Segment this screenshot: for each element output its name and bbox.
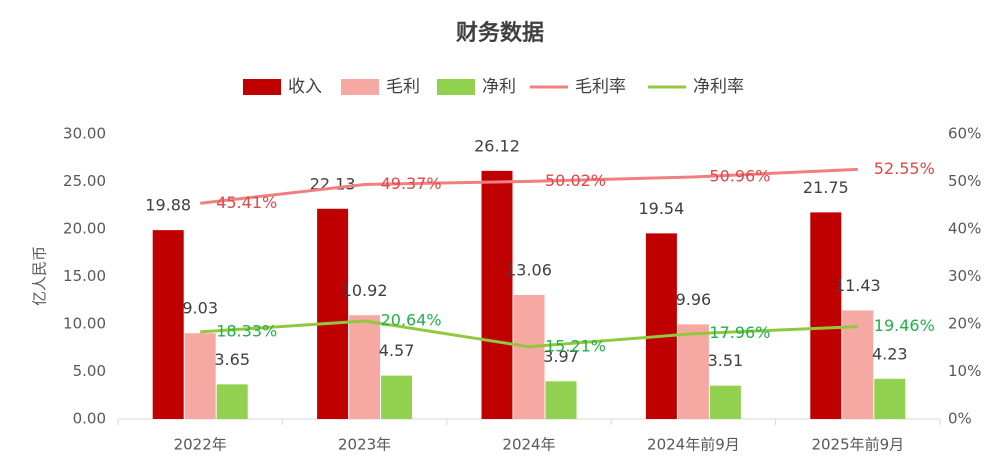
value-label: 50.02% — [545, 171, 606, 190]
bar — [874, 378, 906, 419]
y-tick-label: 10.00 — [63, 315, 106, 333]
x-tick-label: 2024年前9月 — [647, 436, 740, 454]
bar — [317, 208, 349, 419]
bar — [545, 381, 577, 419]
y-tick-label: 30.00 — [63, 125, 106, 143]
value-label: 11.43 — [835, 276, 881, 295]
y2-tick-label: 20% — [948, 315, 981, 333]
y2-tick-label: 10% — [948, 362, 981, 380]
y2-tick-label: 30% — [948, 267, 981, 285]
bar — [184, 333, 216, 419]
y-tick-label: 5.00 — [73, 362, 106, 380]
value-label: 52.55% — [874, 159, 935, 178]
value-label: 4.57 — [379, 341, 415, 360]
value-label: 21.75 — [803, 178, 849, 197]
bar — [677, 324, 709, 419]
bar — [152, 230, 184, 419]
value-label: 13.06 — [506, 260, 552, 279]
line — [200, 319, 858, 349]
legend-label: 收入 — [288, 77, 322, 97]
value-label: 50.96% — [709, 166, 770, 185]
bar — [349, 315, 381, 419]
value-label: 45.41% — [216, 193, 277, 212]
legend-swatch — [243, 79, 281, 95]
legend-swatch — [341, 79, 379, 95]
y-tick-label: 0.00 — [73, 410, 106, 428]
value-label: 26.12 — [474, 136, 520, 155]
value-label: 19.46% — [874, 316, 935, 335]
value-label: 3.97 — [543, 347, 579, 366]
y-tick-label: 25.00 — [63, 172, 106, 190]
bar — [513, 294, 545, 419]
bar — [709, 385, 741, 419]
y-tick-label: 15.00 — [63, 267, 106, 285]
value-label: 18.33% — [216, 321, 277, 340]
value-label: 9.96 — [676, 290, 712, 309]
y2-tick-label: 40% — [948, 220, 981, 238]
bar — [810, 212, 842, 419]
x-tick-label: 2023年 — [338, 436, 391, 454]
bar — [481, 170, 513, 419]
chart-title: 财务数据 — [456, 20, 544, 46]
bar — [645, 233, 677, 419]
legend-label: 毛利 — [386, 77, 420, 97]
y2-tick-label: 60% — [948, 125, 981, 143]
y2-tick-label: 0% — [948, 410, 972, 428]
y2-tick-label: 50% — [948, 172, 981, 190]
y-tick-label: 20.00 — [63, 220, 106, 238]
value-label: 20.64% — [381, 310, 442, 329]
value-label: 4.23 — [872, 344, 908, 363]
value-label: 3.65 — [214, 350, 250, 369]
legend-swatch — [437, 79, 475, 95]
legend-label: 净利率 — [693, 77, 744, 97]
value-label: 49.37% — [381, 174, 442, 193]
value-label: 10.92 — [342, 281, 388, 300]
value-label: 17.96% — [709, 323, 770, 342]
line — [200, 167, 858, 205]
x-tick-label: 2025年前9月 — [811, 436, 904, 454]
bar — [216, 384, 248, 419]
x-tick-label: 2024年 — [502, 436, 555, 454]
value-label: 3.51 — [708, 351, 744, 370]
x-tick-label: 2022年 — [174, 436, 227, 454]
value-label: 9.03 — [182, 299, 218, 318]
value-label: 15.21% — [545, 336, 606, 355]
bar — [381, 375, 413, 419]
legend-label: 净利 — [482, 77, 516, 97]
legend-label: 毛利率 — [575, 77, 626, 97]
value-label: 19.88 — [145, 196, 191, 215]
value-label: 19.54 — [638, 199, 684, 218]
y-axis-label: 亿人民币 — [31, 246, 49, 306]
